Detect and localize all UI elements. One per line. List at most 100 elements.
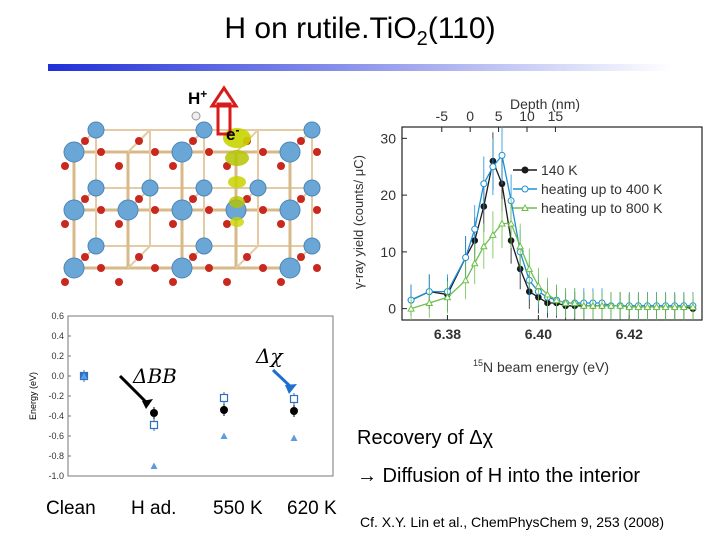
yield-point [525, 264, 534, 272]
yield-y-tick: 20 [380, 187, 396, 203]
yield-point [425, 298, 434, 306]
yield-point [570, 298, 579, 306]
depth-tick: 15 [548, 108, 564, 124]
yield-legend-entry: heating up to 400 K [541, 181, 663, 197]
yield-point [407, 304, 415, 312]
yield-series-line [410, 222, 693, 310]
yield-point [652, 302, 661, 310]
yield-legend-entry: 140 K [541, 162, 578, 178]
energy-tick-label: 0.6 [51, 311, 64, 321]
energy-chart: Energy (eV) 0.6 0.4 0.2 0.0 -0.2 -0.4 -0.6 -0.8… [28, 311, 334, 481]
energy-point-circle [220, 406, 228, 414]
recovery-symbol: Δχ [469, 427, 494, 449]
yield-point [471, 225, 479, 233]
title-subscript: 2 [416, 28, 428, 50]
yield-point [470, 259, 479, 267]
yield-point [616, 301, 625, 309]
yield-point [498, 219, 506, 227]
yield-point [489, 230, 497, 238]
depth-axis-label: Depth (nm) [510, 96, 580, 112]
energy-tick-label: -1.0 [48, 471, 64, 481]
stage-label-620: 620 K [287, 498, 337, 519]
yield-x-tick: 6.38 [434, 326, 461, 342]
energy-axis-label: Energy (eV) [28, 372, 38, 420]
yield-point [479, 242, 488, 250]
stage-label-clean: Clean [46, 498, 96, 519]
yield-point [489, 163, 497, 171]
yield-point [561, 298, 570, 306]
yield-point [643, 302, 652, 310]
yield-point [661, 302, 670, 310]
yield-ticks: 30 20 10 0 6.38 6.40 6.42 -5 0 5 10 15 [380, 108, 643, 342]
energy-point-square [219, 393, 229, 403]
energy-tick-label: 0.0 [51, 371, 64, 381]
depth-tick: 0 [466, 108, 474, 124]
energy-tick-label: -0.6 [48, 431, 64, 441]
energy-point-circle [290, 407, 298, 415]
delta-chi-annotation: Δχ [255, 344, 284, 368]
energy-tick-label: -0.8 [48, 451, 64, 461]
yield-point [634, 302, 643, 310]
yield-point [480, 180, 488, 188]
slide-title: H on rutile.TiO2(110) [224, 12, 496, 50]
lattice-atoms [61, 111, 321, 286]
e-label: e- [226, 123, 239, 144]
title-underline-bar [48, 64, 672, 71]
depth-tick: -5 [436, 108, 449, 124]
yield-point [507, 219, 515, 227]
energy-point-circle [150, 409, 158, 417]
yield-series [407, 126, 697, 321]
yield-point [689, 302, 697, 310]
energy-point-square [289, 394, 299, 404]
beam-energy-label: 15N beam energy (eV) [473, 358, 609, 375]
yield-plot-frame [401, 126, 703, 321]
yield-point [589, 301, 597, 309]
arrow-icon [209, 85, 239, 136]
yield-point [443, 293, 452, 301]
yield-chart: Depth (nm) γ-ray yield (counts/ μC) 30 20… [351, 96, 703, 375]
diffusion-text: → Diffusion of H into the interior [357, 465, 641, 487]
bb-arrow [118, 374, 150, 406]
yield-point [598, 301, 606, 309]
stage-label-550: 550 K [213, 498, 263, 519]
yield-y-tick: 0 [388, 301, 396, 317]
energy-data-points [79, 370, 299, 469]
yield-point [679, 302, 688, 310]
energy-tick-label: 0.4 [51, 331, 64, 341]
energy-point-triangle [150, 462, 158, 469]
yield-point [552, 296, 561, 304]
yield-axis-label: γ-ray yield (counts/ μC) [351, 155, 366, 289]
energy-point-triangle [290, 434, 298, 441]
energy-y-ticks: 0.6 0.4 0.2 0.0 -0.2 -0.4 -0.6 -0.8 -1.0 [48, 311, 71, 481]
yield-x-tick: 6.42 [616, 326, 643, 342]
yield-legend: 140 K heating up to 400 K heating up to 80… [513, 162, 663, 216]
yield-point [625, 302, 634, 310]
energy-tick-label: -0.4 [48, 411, 64, 421]
yield-point [543, 290, 552, 298]
yield-point [670, 302, 679, 310]
yield-point [607, 301, 615, 309]
energy-point-triangle [220, 432, 228, 439]
depth-tick: 10 [519, 108, 535, 124]
yield-point [516, 242, 525, 250]
energy-tick-label: 0.2 [51, 351, 64, 361]
energy-point-triangle [80, 372, 88, 379]
yield-point [461, 276, 470, 284]
energy-point-square [149, 420, 159, 430]
yield-point [579, 301, 588, 309]
yield-point [534, 281, 543, 289]
yield-y-tick: 10 [380, 244, 396, 260]
yield-legend-entry: heating up to 800 K [541, 200, 663, 216]
delta-bb-annotation: ΔBB [132, 364, 177, 388]
recovery-text: Recovery of Δχ [357, 427, 494, 449]
crystal-structure-illustration: H+ e- [61, 85, 321, 286]
energy-tick-label: -0.2 [48, 391, 64, 401]
yield-y-tick: 30 [380, 130, 396, 146]
yield-point [462, 254, 470, 262]
yield-point [498, 151, 506, 159]
depth-tick: 5 [495, 108, 503, 124]
yield-x-tick: 6.40 [525, 326, 552, 342]
stage-label-h-ad: H ad. [131, 498, 177, 519]
citation: Cf. X.Y. Lin et al., ChemPhysChem 9, 253… [360, 514, 665, 530]
h-label: H+ [188, 87, 207, 108]
